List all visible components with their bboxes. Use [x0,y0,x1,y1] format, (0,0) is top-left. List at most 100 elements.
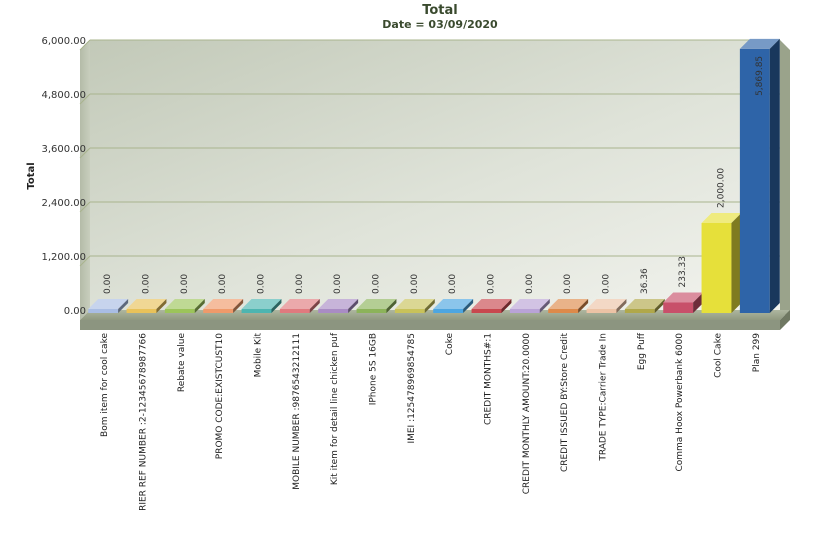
bar-top [241,299,282,309]
bar-top [586,299,627,309]
data-label: 0.00 [602,274,612,294]
bar-14 [586,299,627,313]
data-label: 0.00 [295,274,305,294]
bar-8 [356,299,397,313]
bar-top [471,299,512,309]
data-label: 0.00 [218,274,228,294]
data-label: 5,869.85 [755,56,765,96]
x-tick-label: IPhone 5S 16GB [369,333,379,405]
chart-subtitle: Date = 03/09/2020 [382,18,498,31]
bar-10 [433,299,474,313]
bar-4 [203,299,244,313]
data-label: 0.00 [448,274,458,294]
plot-floor-side [780,310,790,330]
bar [356,309,387,313]
data-label: 0.00 [372,274,382,294]
bar [164,309,195,313]
gridline-wall [79,255,91,267]
x-tick-label: Kit item for detail line chicken puf [330,332,340,485]
plot-floor-front [80,320,780,330]
bar-side [386,299,397,313]
bar-12 [509,299,550,313]
data-label: 0.00 [333,274,343,294]
y-axis-label: Total [26,162,37,189]
data-label: 233.33 [678,256,688,288]
bar-2 [126,299,167,313]
bar-side [654,299,665,313]
x-tick-label: Rebate value [177,333,187,393]
x-tick-label: TRADE TYPE:Carrier Trade In [599,333,609,462]
bar-top [164,299,205,309]
bar-top [394,299,435,309]
data-label: 0.00 [410,274,420,294]
gridline-wall [79,201,91,213]
bar-top [88,299,129,309]
bar-side [731,213,742,313]
bar-side [501,299,512,313]
bar-side [309,299,320,313]
bar-17 [701,213,742,313]
data-label: 0.00 [257,274,267,294]
bar-13 [548,299,589,313]
bar-top [126,299,167,309]
bar-side [693,292,704,313]
x-tick-label: CREDIT MONTHLY AMOUNT:20.0000 [522,333,532,495]
bar-side [118,299,129,313]
bar [624,309,655,313]
bar-side [616,299,627,313]
y-tick-label: 1,200.00 [41,252,86,263]
bar-5 [241,299,282,313]
bar [509,309,540,313]
bar [394,309,425,313]
bar-top [663,292,704,303]
bar-top [509,299,550,309]
bar-6 [279,299,320,313]
x-tick-label: Mobile Kit [254,333,264,378]
bar-top [624,299,665,309]
chart-title: Total [422,3,458,18]
y-tick-label: 4,800.00 [41,90,86,101]
bar [663,302,694,313]
y-tick-label: 2,400.00 [41,198,86,209]
bar-side [271,299,282,313]
x-tick-label: MOBILE NUMBER :9876543212111 [292,333,302,490]
data-label: 0.00 [525,274,535,294]
bar [241,309,272,313]
bar [203,309,234,313]
x-tick-label: CREDIT MONTHS#:1 [484,333,494,425]
y-tick-label: 0.00 [64,306,86,317]
y-tick-label: 6,000.00 [41,36,86,47]
bar-side [424,299,435,313]
bar-16 [663,292,704,313]
bar-side [463,299,474,313]
bar [548,309,579,313]
bar-side [769,38,780,313]
plot-right-edge [780,40,790,320]
bar-side [233,299,244,313]
x-tick-label: Cool Cake [714,333,724,378]
bar-11 [471,299,512,313]
x-tick-label: Coke [445,333,455,356]
bar-top [739,38,780,49]
x-tick-label: Egg Puff [637,332,647,370]
bar-7 [318,299,359,313]
bar-top [356,299,397,309]
gridline-wall [79,147,91,159]
x-tick-label: PROMO CODE:EXISTCUST10 [215,333,225,459]
bar [279,309,310,313]
bar-top [203,299,244,309]
x-tick-label: CREDIT ISSUED BY:Store Credit [560,333,570,473]
data-label: 36.36 [640,268,650,294]
bar [701,223,732,313]
bar-top [548,299,589,309]
bar-top [318,299,359,309]
y-tick-label: 3,600.00 [41,144,86,155]
bar-1 [88,299,129,313]
data-label: 0.00 [142,274,152,294]
bar-9 [394,299,435,313]
bar [433,309,464,313]
bar [586,309,617,313]
plot-left-wall [80,40,90,320]
bar [126,309,157,313]
bar-15 [624,299,665,313]
